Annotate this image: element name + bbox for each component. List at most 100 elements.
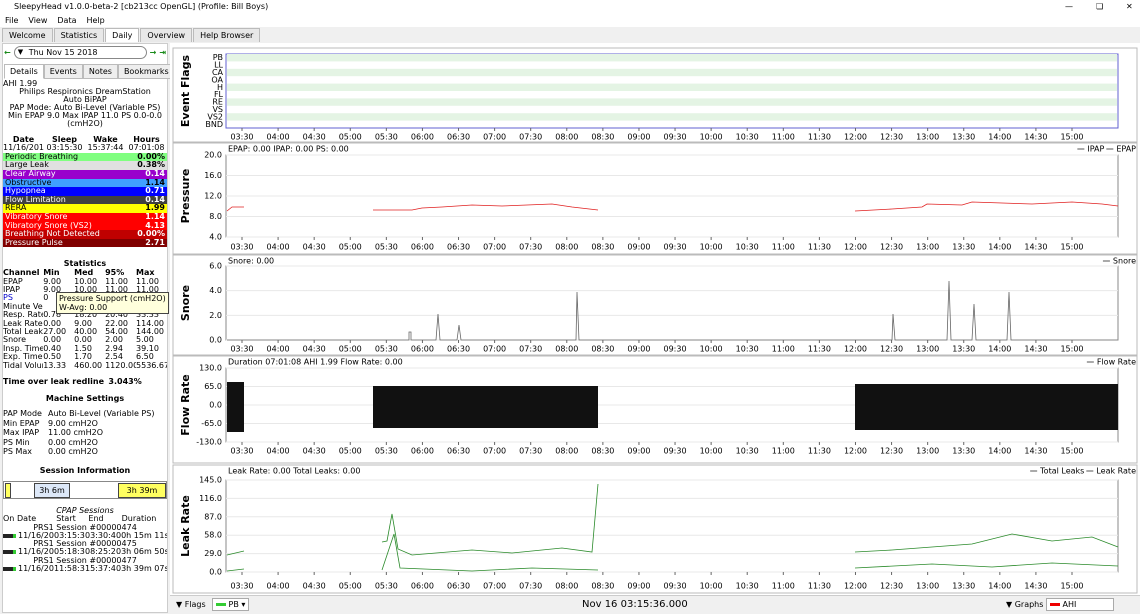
leak-redline: Time over leak redline 3.043% bbox=[3, 378, 167, 386]
menu-item[interactable]: File bbox=[5, 16, 19, 25]
x-tick-label: 10:30 bbox=[736, 133, 759, 142]
y-tick-label: 58.0 bbox=[204, 531, 222, 540]
x-tick-label: 05:00 bbox=[339, 133, 362, 142]
x-tick-label: 08:30 bbox=[591, 133, 614, 142]
close[interactable]: ✕ bbox=[1126, 2, 1133, 11]
minimize[interactable]: — bbox=[1065, 2, 1073, 11]
value: 3.043% bbox=[108, 378, 142, 386]
cell-text: 11.00 bbox=[136, 277, 159, 286]
cell-text: 11/16/2018 bbox=[18, 548, 54, 557]
x-tick-label: 13:00 bbox=[916, 447, 939, 456]
session-chunk[interactable]: 3h 6m bbox=[34, 483, 70, 499]
y-tick-label: 87.0 bbox=[204, 512, 222, 521]
x-tick-label: 11:00 bbox=[772, 345, 795, 354]
x-tick-label: 07:30 bbox=[519, 133, 542, 142]
event-name: Pressure Pulse bbox=[5, 237, 63, 247]
session-row: 11/16/201805:18:3208:25:2203h 06m 50s bbox=[3, 548, 167, 556]
pressure-trace bbox=[226, 201, 1119, 212]
flag-label: RE bbox=[212, 98, 223, 107]
x-tick-label: 04:00 bbox=[267, 243, 290, 252]
x-tick-label: 06:00 bbox=[411, 447, 434, 456]
x-tick-label: 13:30 bbox=[952, 243, 975, 252]
cell-text: 2.94 bbox=[105, 344, 123, 353]
flags-button[interactable]: ▼ Flags bbox=[176, 600, 206, 609]
subtab[interactable]: Bookmarks bbox=[117, 64, 175, 79]
cell-text: 0.00 cmH2O bbox=[48, 437, 98, 447]
event-row: Breathing Not Detected 0.00% bbox=[3, 230, 167, 239]
cell-text: 11.00 bbox=[136, 286, 159, 295]
leak-trace bbox=[226, 533, 1119, 572]
session-toggle[interactable] bbox=[3, 533, 16, 538]
event-value: 1.99 bbox=[145, 203, 165, 213]
event-row: Clear Airway 0.14 bbox=[3, 169, 167, 179]
cell-text: PS Min bbox=[3, 437, 30, 447]
x-tick-label: 12:30 bbox=[880, 133, 903, 142]
x-tick-label: 07:00 bbox=[483, 133, 506, 142]
tab[interactable]: Overview bbox=[140, 28, 193, 42]
tab[interactable]: Daily bbox=[105, 28, 140, 42]
subtab[interactable]: Events bbox=[43, 64, 83, 79]
menu-item[interactable]: Data bbox=[57, 16, 77, 25]
tab[interactable]: Welcome bbox=[2, 28, 53, 42]
menu-item[interactable]: Help bbox=[86, 16, 105, 25]
x-tick-label: 13:30 bbox=[952, 582, 975, 591]
x-tick-label: 08:00 bbox=[555, 447, 578, 456]
x-tick-label: 12:30 bbox=[880, 243, 903, 252]
tab[interactable]: Help Browser bbox=[193, 28, 261, 42]
x-tick-label: 12:00 bbox=[844, 345, 867, 354]
flag-row bbox=[227, 68, 1117, 77]
flag-row bbox=[227, 54, 1117, 62]
cell-text: 03:30:47 bbox=[85, 531, 116, 540]
x-tick-label: 15:00 bbox=[1060, 133, 1083, 142]
menu-item[interactable]: View bbox=[28, 16, 48, 25]
x-tick-label: 11:30 bbox=[808, 243, 831, 252]
x-tick-label: 10:00 bbox=[700, 243, 723, 252]
cell-text: 460.00 bbox=[74, 361, 103, 370]
x-tick-label: 06:00 bbox=[411, 582, 434, 591]
y-axis-title: Snore bbox=[179, 285, 192, 321]
y-axis-title: Flow Rate bbox=[179, 374, 192, 435]
cell-text: 11:58:37 bbox=[54, 564, 85, 573]
flag-select[interactable]: PB ▾ bbox=[212, 598, 250, 611]
x-tick-label: 06:30 bbox=[447, 345, 470, 354]
x-tick-label: 09:00 bbox=[627, 133, 650, 142]
next-day[interactable]: → bbox=[149, 47, 157, 57]
date-picker[interactable]: ▼ Thu Nov 15 2018 bbox=[13, 45, 147, 59]
flag-row bbox=[227, 98, 1117, 106]
x-tick-label: 09:30 bbox=[664, 345, 687, 354]
setting-row: PS Max 0.00 cmH2O bbox=[3, 447, 167, 456]
event-row: Flow Limitation 0.14 bbox=[3, 195, 167, 205]
event-value: 0.00% bbox=[137, 151, 165, 161]
section-title: Session Information bbox=[39, 466, 131, 476]
session-toggle[interactable] bbox=[3, 566, 16, 571]
y-tick-label: 6.0 bbox=[209, 262, 222, 271]
session-chunk[interactable]: 3h 39m bbox=[118, 483, 166, 499]
subtab[interactable]: Details bbox=[4, 64, 44, 79]
x-tick-label: 04:30 bbox=[303, 582, 326, 591]
prev-day[interactable]: ← bbox=[4, 47, 11, 57]
tab[interactable]: Statistics bbox=[53, 28, 105, 42]
subtab[interactable]: Notes bbox=[82, 64, 118, 79]
cell-text: PS bbox=[3, 294, 13, 303]
graph-select[interactable]: AHI bbox=[1046, 598, 1114, 611]
x-tick-label: 05:00 bbox=[339, 447, 362, 456]
cell-text: 39.10 bbox=[136, 344, 159, 353]
detail-tabs: Details Events Notes Bookmarks bbox=[4, 64, 175, 79]
cell-text: Tidal Volume bbox=[3, 361, 43, 370]
y-tick-label: 145.0 bbox=[199, 476, 222, 485]
x-tick-label: 15:00 bbox=[1060, 345, 1083, 354]
machine-info: Min EPAP 9.0 Max IPAP 11.0 PS 0.0-0.0 (c… bbox=[8, 111, 162, 128]
setting-row: PS Min 0.00 cmH2O bbox=[3, 438, 167, 447]
event-value: 2.71 bbox=[145, 237, 165, 247]
x-tick-label: 10:30 bbox=[736, 582, 759, 591]
session-toggle[interactable] bbox=[3, 550, 16, 555]
maximize[interactable]: ❏ bbox=[1096, 2, 1104, 11]
graphs-button[interactable]: ▼ Graphs bbox=[1006, 600, 1044, 609]
x-tick-label: 07:00 bbox=[483, 447, 506, 456]
legend-entry: Leak Rate bbox=[1096, 467, 1136, 476]
last-day[interactable]: ⇥ bbox=[159, 47, 166, 57]
cell-text: 11/16/2018 bbox=[18, 564, 54, 573]
flags-label: Flags bbox=[184, 600, 206, 609]
event-value: 0.71 bbox=[145, 186, 165, 196]
